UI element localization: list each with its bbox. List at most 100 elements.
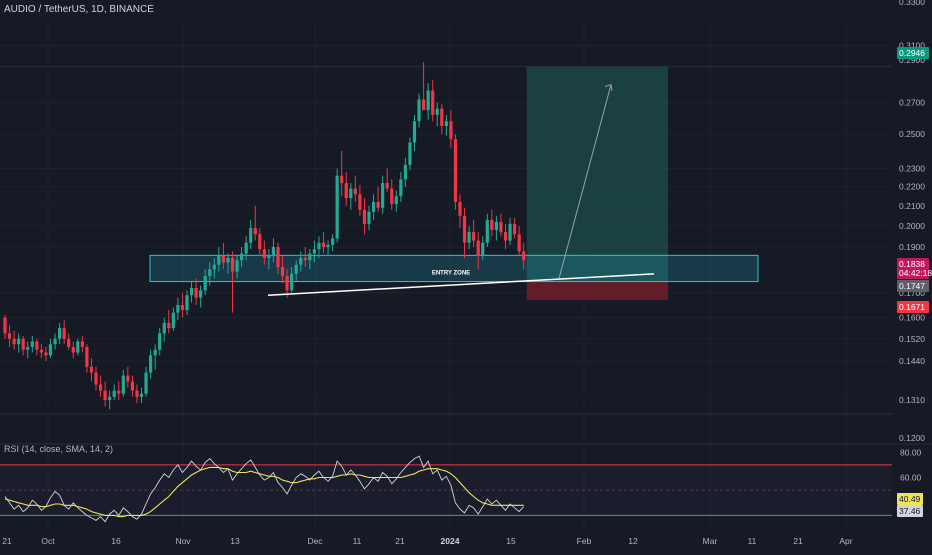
- rsi-title[interactable]: RSI (14, close, SMA, 14, 2): [4, 444, 113, 454]
- candle: [89, 358, 94, 382]
- rsi-ma-line: [4, 466, 524, 518]
- rsi-tick-label: 80.00: [900, 447, 922, 457]
- rsi-value-badge: 37.46: [897, 505, 923, 517]
- candle-body: [180, 305, 185, 311]
- candle: [303, 247, 307, 267]
- candle: [517, 225, 521, 256]
- candle-body: [494, 221, 498, 231]
- candle-body: [458, 201, 462, 216]
- candle-body: [139, 393, 144, 397]
- candle: [226, 253, 230, 274]
- candle-body: [367, 211, 371, 224]
- rsi-line: [4, 455, 525, 523]
- candle-body: [3, 317, 7, 334]
- candle-body: [249, 227, 253, 243]
- price-tick-label-partial: 0.1200: [899, 433, 925, 443]
- candle: [17, 333, 21, 353]
- position-overlay[interactable]: [149, 66, 759, 300]
- rsi-value-badge-text: 37.46: [899, 506, 921, 516]
- candle: [308, 249, 312, 270]
- candle-body: [517, 234, 521, 252]
- candle-body: [44, 352, 48, 356]
- time-tick-label: Mar: [703, 536, 718, 546]
- candle: [253, 205, 257, 241]
- price-tick-label: 0.1440: [899, 356, 925, 366]
- candle-body: [48, 344, 53, 356]
- candle: [399, 172, 403, 202]
- candle-body: [89, 366, 94, 373]
- candle-body: [208, 269, 212, 277]
- candle-body: [21, 338, 25, 350]
- entry-price-badge-text: 0.1747: [899, 281, 925, 291]
- candle: [203, 269, 207, 296]
- time-tick-label: 21: [395, 536, 405, 546]
- rsi-axis: 80.00 60.00 40.49 37.46: [897, 447, 923, 517]
- candle-body: [371, 201, 376, 212]
- candle: [235, 255, 239, 279]
- candle-body: [308, 253, 312, 261]
- price-tick-label: 0.1700: [899, 288, 925, 298]
- candle-body: [344, 183, 348, 199]
- candle: [221, 242, 225, 270]
- candle: [385, 168, 389, 193]
- stop-zone[interactable]: [526, 281, 668, 300]
- candle-body: [422, 99, 426, 111]
- candle: [158, 328, 162, 356]
- candle: [317, 236, 321, 258]
- candle-body: [98, 384, 103, 391]
- candle-body: [481, 242, 485, 256]
- target-price-badge-text: 0.2946: [899, 48, 925, 58]
- candle: [276, 242, 280, 274]
- price-tick-label: 0.2500: [899, 129, 925, 139]
- time-tick-label: 15: [506, 536, 516, 546]
- candle: [503, 223, 508, 250]
- candle-body: [353, 188, 357, 195]
- entry-zone-box[interactable]: [149, 254, 759, 283]
- trendline[interactable]: [267, 273, 655, 296]
- symbol-title: AUDIO / TetherUS, 1D, BINANCE: [4, 4, 154, 15]
- candle-body: [176, 305, 180, 313]
- candle-body: [103, 390, 107, 400]
- target-zone[interactable]: [526, 66, 668, 282]
- candle-body: [276, 247, 280, 267]
- rsi-pane[interactable]: RSI (14, close, SMA, 14, 2): [0, 444, 892, 523]
- candle-body: [217, 255, 221, 265]
- price-tick-label-partial: 0.2900: [899, 55, 925, 65]
- candle-body: [476, 240, 480, 256]
- projection-arrow[interactable]: [558, 84, 612, 279]
- candle: [98, 375, 103, 397]
- candle: [212, 257, 216, 279]
- candle: [71, 341, 75, 359]
- projection-arrow-head[interactable]: [604, 83, 613, 91]
- drawings[interactable]: ENTRY ZONE: [267, 83, 655, 296]
- candle-body: [290, 273, 294, 291]
- candle-body: [112, 390, 116, 397]
- candle-body: [126, 375, 130, 382]
- price-tick-label: 0.1900: [899, 242, 925, 252]
- candle-body: [513, 223, 517, 235]
- candle: [149, 349, 153, 379]
- time-tick-label: 16: [111, 536, 121, 546]
- candle: [376, 186, 380, 212]
- price-axis[interactable]: 0.3100 0.2700 0.2500 0.2300 0.2200 0.2100 0.20…: [899, 0, 925, 443]
- candle-body: [467, 232, 471, 243]
- candle-body: [303, 257, 307, 261]
- candle: [162, 317, 166, 342]
- candle: [340, 150, 344, 197]
- candle-body: [417, 99, 421, 122]
- candle: [417, 93, 421, 128]
- candle: [53, 333, 57, 350]
- candle: [67, 333, 71, 350]
- candle: [294, 260, 298, 281]
- candle: [331, 234, 335, 252]
- candle: [130, 375, 134, 397]
- candle-body: [39, 349, 43, 353]
- candle-body: [85, 346, 89, 367]
- candle-body: [403, 164, 407, 180]
- candle: [444, 114, 448, 136]
- candle-body: [212, 264, 216, 270]
- candle-body: [121, 375, 125, 394]
- time-axis[interactable]: 21 Oct 16 Nov 13 Dec 11 21 2024 15 Feb 12 Mar 11 21 Apr: [2, 536, 853, 546]
